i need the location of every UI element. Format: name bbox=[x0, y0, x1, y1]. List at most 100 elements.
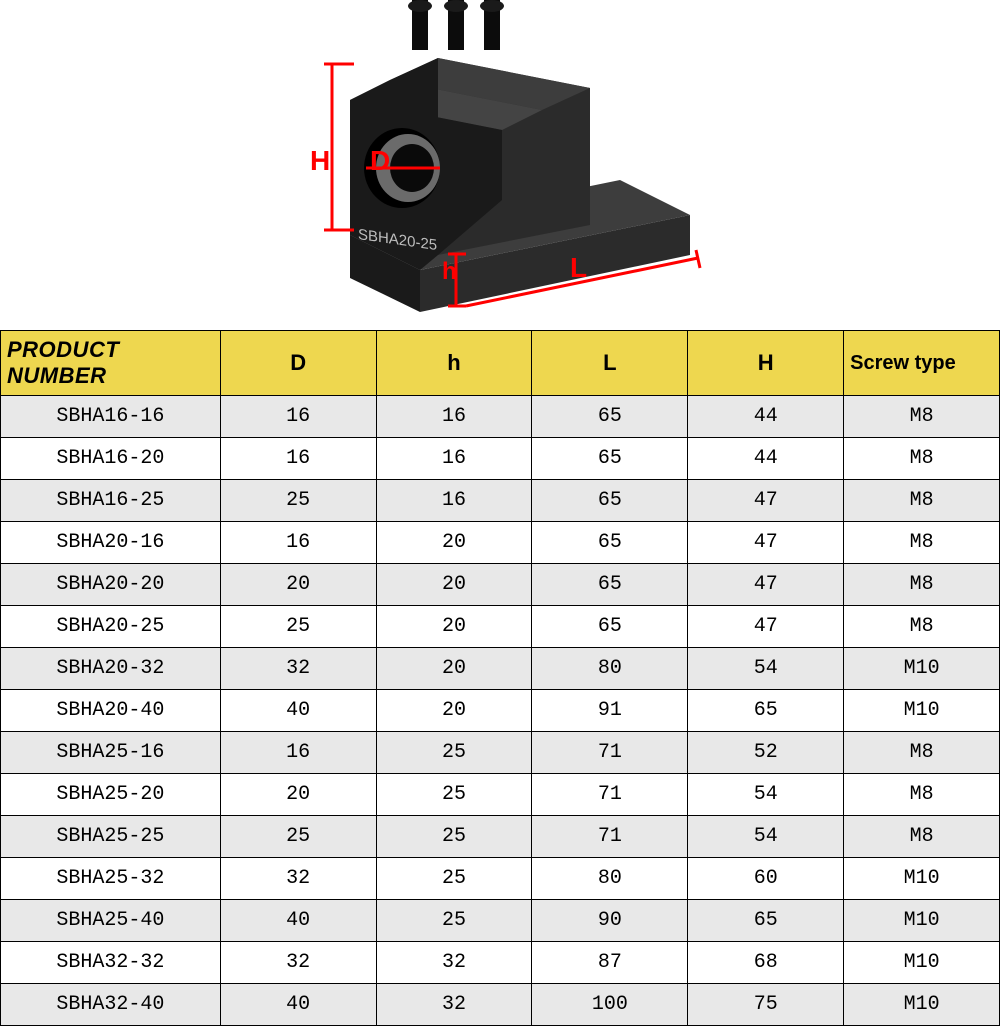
cell-value: 16 bbox=[220, 438, 376, 480]
cell-value: 25 bbox=[376, 858, 532, 900]
tool-holder-drawing: SBHA20-25 bbox=[280, 0, 720, 340]
cell-value: 54 bbox=[688, 774, 844, 816]
cell-value: 32 bbox=[376, 942, 532, 984]
cell-value: 20 bbox=[376, 564, 532, 606]
cell-value: M10 bbox=[844, 900, 1000, 942]
cell-value: 25 bbox=[376, 816, 532, 858]
cell-value: 16 bbox=[376, 438, 532, 480]
spec-table: PRODUCT NUMBER D h L H Screw type SBHA16… bbox=[0, 330, 1000, 1026]
cell-value: 91 bbox=[532, 690, 688, 732]
cell-product: SBHA16-20 bbox=[1, 438, 221, 480]
cell-value: 32 bbox=[220, 858, 376, 900]
table-row: SBHA16-1616166544M8 bbox=[1, 396, 1000, 438]
cell-value: 32 bbox=[220, 648, 376, 690]
cell-value: 54 bbox=[688, 648, 844, 690]
dim-label-H: H bbox=[310, 145, 330, 177]
cell-value: 65 bbox=[532, 522, 688, 564]
cell-value: 80 bbox=[532, 648, 688, 690]
cell-value: M8 bbox=[844, 732, 1000, 774]
cell-value: 20 bbox=[376, 606, 532, 648]
cell-value: 65 bbox=[532, 606, 688, 648]
cell-value: 65 bbox=[688, 690, 844, 732]
cell-product: SBHA20-20 bbox=[1, 564, 221, 606]
cell-value: M8 bbox=[844, 396, 1000, 438]
cell-value: 60 bbox=[688, 858, 844, 900]
cell-value: 40 bbox=[220, 900, 376, 942]
cell-product: SBHA20-25 bbox=[1, 606, 221, 648]
cell-product: SBHA25-32 bbox=[1, 858, 221, 900]
cell-value: 20 bbox=[220, 774, 376, 816]
cell-value: 16 bbox=[220, 732, 376, 774]
table-row: SBHA32-40403210075M10 bbox=[1, 984, 1000, 1026]
cell-value: 65 bbox=[688, 900, 844, 942]
table-row: SBHA20-4040209165M10 bbox=[1, 690, 1000, 732]
cell-value: 16 bbox=[376, 396, 532, 438]
cell-value: 65 bbox=[532, 564, 688, 606]
cell-value: 25 bbox=[220, 480, 376, 522]
cell-value: M8 bbox=[844, 522, 1000, 564]
cell-value: 87 bbox=[532, 942, 688, 984]
dim-label-D: D bbox=[370, 145, 390, 177]
cell-value: M8 bbox=[844, 564, 1000, 606]
cell-value: 16 bbox=[220, 522, 376, 564]
cell-value: 47 bbox=[688, 606, 844, 648]
cell-product: SBHA16-25 bbox=[1, 480, 221, 522]
table-row: SBHA25-1616257152M8 bbox=[1, 732, 1000, 774]
cell-product: SBHA20-32 bbox=[1, 648, 221, 690]
cell-value: 16 bbox=[376, 480, 532, 522]
cell-value: 68 bbox=[688, 942, 844, 984]
cell-value: 65 bbox=[532, 438, 688, 480]
cell-value: 44 bbox=[688, 438, 844, 480]
cell-value: 65 bbox=[532, 480, 688, 522]
table-header-row: PRODUCT NUMBER D h L H Screw type bbox=[1, 331, 1000, 396]
cell-value: 25 bbox=[376, 732, 532, 774]
cell-value: 32 bbox=[376, 984, 532, 1026]
cell-product: SBHA20-16 bbox=[1, 522, 221, 564]
cell-value: M10 bbox=[844, 690, 1000, 732]
col-header-H: H bbox=[688, 331, 844, 396]
table-row: SBHA32-3232328768M10 bbox=[1, 942, 1000, 984]
cell-value: 16 bbox=[220, 396, 376, 438]
cell-product: SBHA20-40 bbox=[1, 690, 221, 732]
cell-product: SBHA25-16 bbox=[1, 732, 221, 774]
cell-value: M8 bbox=[844, 480, 1000, 522]
cell-value: 75 bbox=[688, 984, 844, 1026]
cell-value: 40 bbox=[220, 690, 376, 732]
cell-value: 44 bbox=[688, 396, 844, 438]
table-row: SBHA20-2525206547M8 bbox=[1, 606, 1000, 648]
cell-value: 80 bbox=[532, 858, 688, 900]
cell-value: 20 bbox=[376, 522, 532, 564]
table-row: SBHA25-3232258060M10 bbox=[1, 858, 1000, 900]
col-header-product: PRODUCT NUMBER bbox=[1, 331, 221, 396]
table-row: SBHA16-2525166547M8 bbox=[1, 480, 1000, 522]
cell-product: SBHA16-16 bbox=[1, 396, 221, 438]
cell-value: 47 bbox=[688, 522, 844, 564]
cell-product: SBHA25-20 bbox=[1, 774, 221, 816]
table-row: SBHA20-1616206547M8 bbox=[1, 522, 1000, 564]
cell-value: 100 bbox=[532, 984, 688, 1026]
table-row: SBHA20-2020206547M8 bbox=[1, 564, 1000, 606]
screw-icon bbox=[408, 0, 504, 50]
cell-value: 65 bbox=[532, 396, 688, 438]
dim-label-L: L bbox=[570, 252, 587, 284]
cell-value: M8 bbox=[844, 438, 1000, 480]
cell-value: 32 bbox=[220, 942, 376, 984]
cell-value: 20 bbox=[376, 648, 532, 690]
cell-value: 71 bbox=[532, 732, 688, 774]
cell-product: SBHA25-40 bbox=[1, 900, 221, 942]
table-row: SBHA25-2020257154M8 bbox=[1, 774, 1000, 816]
cell-value: M10 bbox=[844, 942, 1000, 984]
cell-value: 40 bbox=[220, 984, 376, 1026]
cell-value: M10 bbox=[844, 984, 1000, 1026]
cell-value: 71 bbox=[532, 816, 688, 858]
cell-product: SBHA25-25 bbox=[1, 816, 221, 858]
cell-value: 25 bbox=[376, 774, 532, 816]
cell-value: 25 bbox=[220, 606, 376, 648]
cell-product: SBHA32-40 bbox=[1, 984, 221, 1026]
col-header-screw: Screw type bbox=[844, 331, 1000, 396]
cell-value: 47 bbox=[688, 564, 844, 606]
cell-value: M8 bbox=[844, 816, 1000, 858]
table-row: SBHA20-3232208054M10 bbox=[1, 648, 1000, 690]
cell-value: 47 bbox=[688, 480, 844, 522]
cell-value: 25 bbox=[376, 900, 532, 942]
